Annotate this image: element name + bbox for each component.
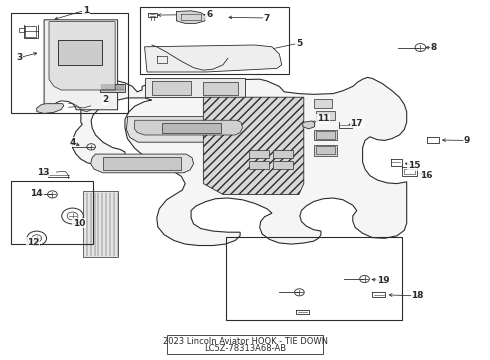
Text: 3: 3 xyxy=(17,53,23,62)
Polygon shape xyxy=(303,121,315,129)
Polygon shape xyxy=(134,120,243,135)
Text: 19: 19 xyxy=(377,276,390,285)
Polygon shape xyxy=(49,22,115,90)
Bar xyxy=(152,81,191,95)
Bar xyxy=(58,40,102,65)
Bar xyxy=(11,13,128,113)
Polygon shape xyxy=(91,154,194,173)
Text: 16: 16 xyxy=(420,171,433,180)
Polygon shape xyxy=(126,117,251,142)
Text: 8: 8 xyxy=(431,43,437,52)
Polygon shape xyxy=(100,84,125,92)
Polygon shape xyxy=(44,20,118,110)
Bar xyxy=(103,157,181,170)
Text: 13: 13 xyxy=(37,168,49,177)
Bar xyxy=(249,161,269,169)
Bar xyxy=(58,40,102,65)
Bar xyxy=(273,150,293,158)
Text: 5: 5 xyxy=(296,39,302,48)
Bar xyxy=(314,99,332,108)
Bar xyxy=(203,82,238,95)
Bar xyxy=(314,130,337,140)
Text: 2023 Lincoln Aviator HOOK - TIE DOWN: 2023 Lincoln Aviator HOOK - TIE DOWN xyxy=(163,337,327,346)
Text: 2: 2 xyxy=(102,95,108,104)
Bar xyxy=(314,145,337,156)
Bar xyxy=(162,123,220,133)
Polygon shape xyxy=(37,104,64,113)
Bar xyxy=(140,7,289,74)
Bar xyxy=(11,181,93,244)
Text: 1: 1 xyxy=(83,6,89,15)
Text: 14: 14 xyxy=(30,189,43,198)
Bar xyxy=(226,237,402,320)
Bar xyxy=(273,161,293,169)
Text: 17: 17 xyxy=(350,119,363,128)
Bar xyxy=(145,78,245,97)
Bar xyxy=(249,150,269,158)
Polygon shape xyxy=(203,97,304,194)
Text: 10: 10 xyxy=(73,219,86,228)
Polygon shape xyxy=(176,11,206,23)
Text: LC5Z-78313A68-AB: LC5Z-78313A68-AB xyxy=(204,344,286,353)
Bar xyxy=(404,169,415,174)
Polygon shape xyxy=(73,76,407,246)
Bar xyxy=(316,111,335,120)
Text: 7: 7 xyxy=(264,14,270,23)
Text: 6: 6 xyxy=(206,10,212,19)
Bar xyxy=(316,146,335,154)
Text: 4: 4 xyxy=(69,138,76,147)
Bar xyxy=(167,335,323,354)
Text: 18: 18 xyxy=(411,292,424,300)
Text: 9: 9 xyxy=(463,136,470,145)
Text: 12: 12 xyxy=(27,238,40,247)
Polygon shape xyxy=(145,45,282,72)
Text: 11: 11 xyxy=(317,114,330,123)
Bar xyxy=(83,191,118,257)
Bar xyxy=(316,131,335,139)
Text: 15: 15 xyxy=(408,161,420,170)
